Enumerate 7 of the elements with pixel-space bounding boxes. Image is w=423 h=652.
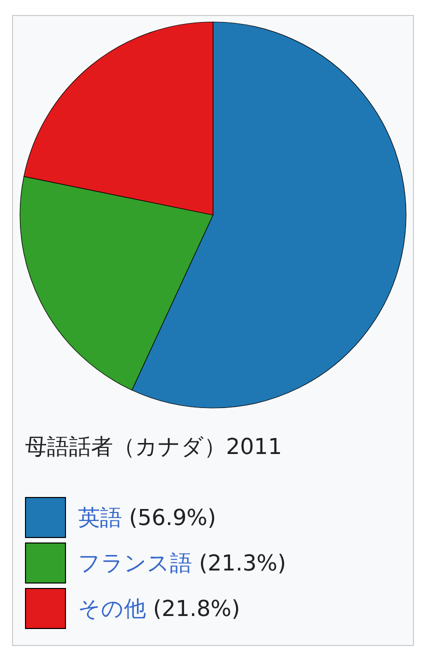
data-label: (21.8%): [146, 597, 240, 622]
data-label: (21.3%): [192, 552, 286, 576]
legend-label: 英語: [78, 506, 122, 531]
text: 母語話者（カナダ）2011: [25, 435, 282, 460]
legend-label: その他: [78, 597, 146, 622]
legend-label: フランス語: [78, 552, 192, 576]
data-label: (56.9%): [122, 506, 216, 531]
